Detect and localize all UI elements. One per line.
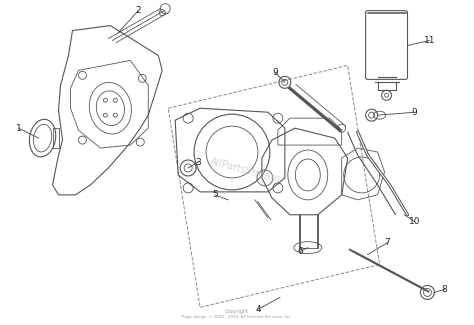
Text: 6: 6 [297, 247, 303, 256]
Text: 9: 9 [272, 68, 278, 77]
Text: 9: 9 [411, 108, 417, 117]
Text: 10: 10 [409, 217, 420, 226]
Text: Page design © 2004 - 2013, All Internet Services, Inc.: Page design © 2004 - 2013, All Internet … [182, 315, 292, 319]
Text: 2: 2 [136, 6, 141, 15]
Text: 5: 5 [212, 190, 218, 199]
Text: 4: 4 [255, 305, 261, 314]
Text: AllPartsStream: AllPartsStream [209, 156, 281, 184]
Text: Copyright: Copyright [225, 309, 249, 314]
Text: 8: 8 [441, 285, 447, 294]
Text: 3: 3 [195, 158, 201, 166]
Text: 1: 1 [16, 124, 21, 133]
Text: 11: 11 [424, 36, 435, 45]
Text: 7: 7 [385, 238, 391, 247]
